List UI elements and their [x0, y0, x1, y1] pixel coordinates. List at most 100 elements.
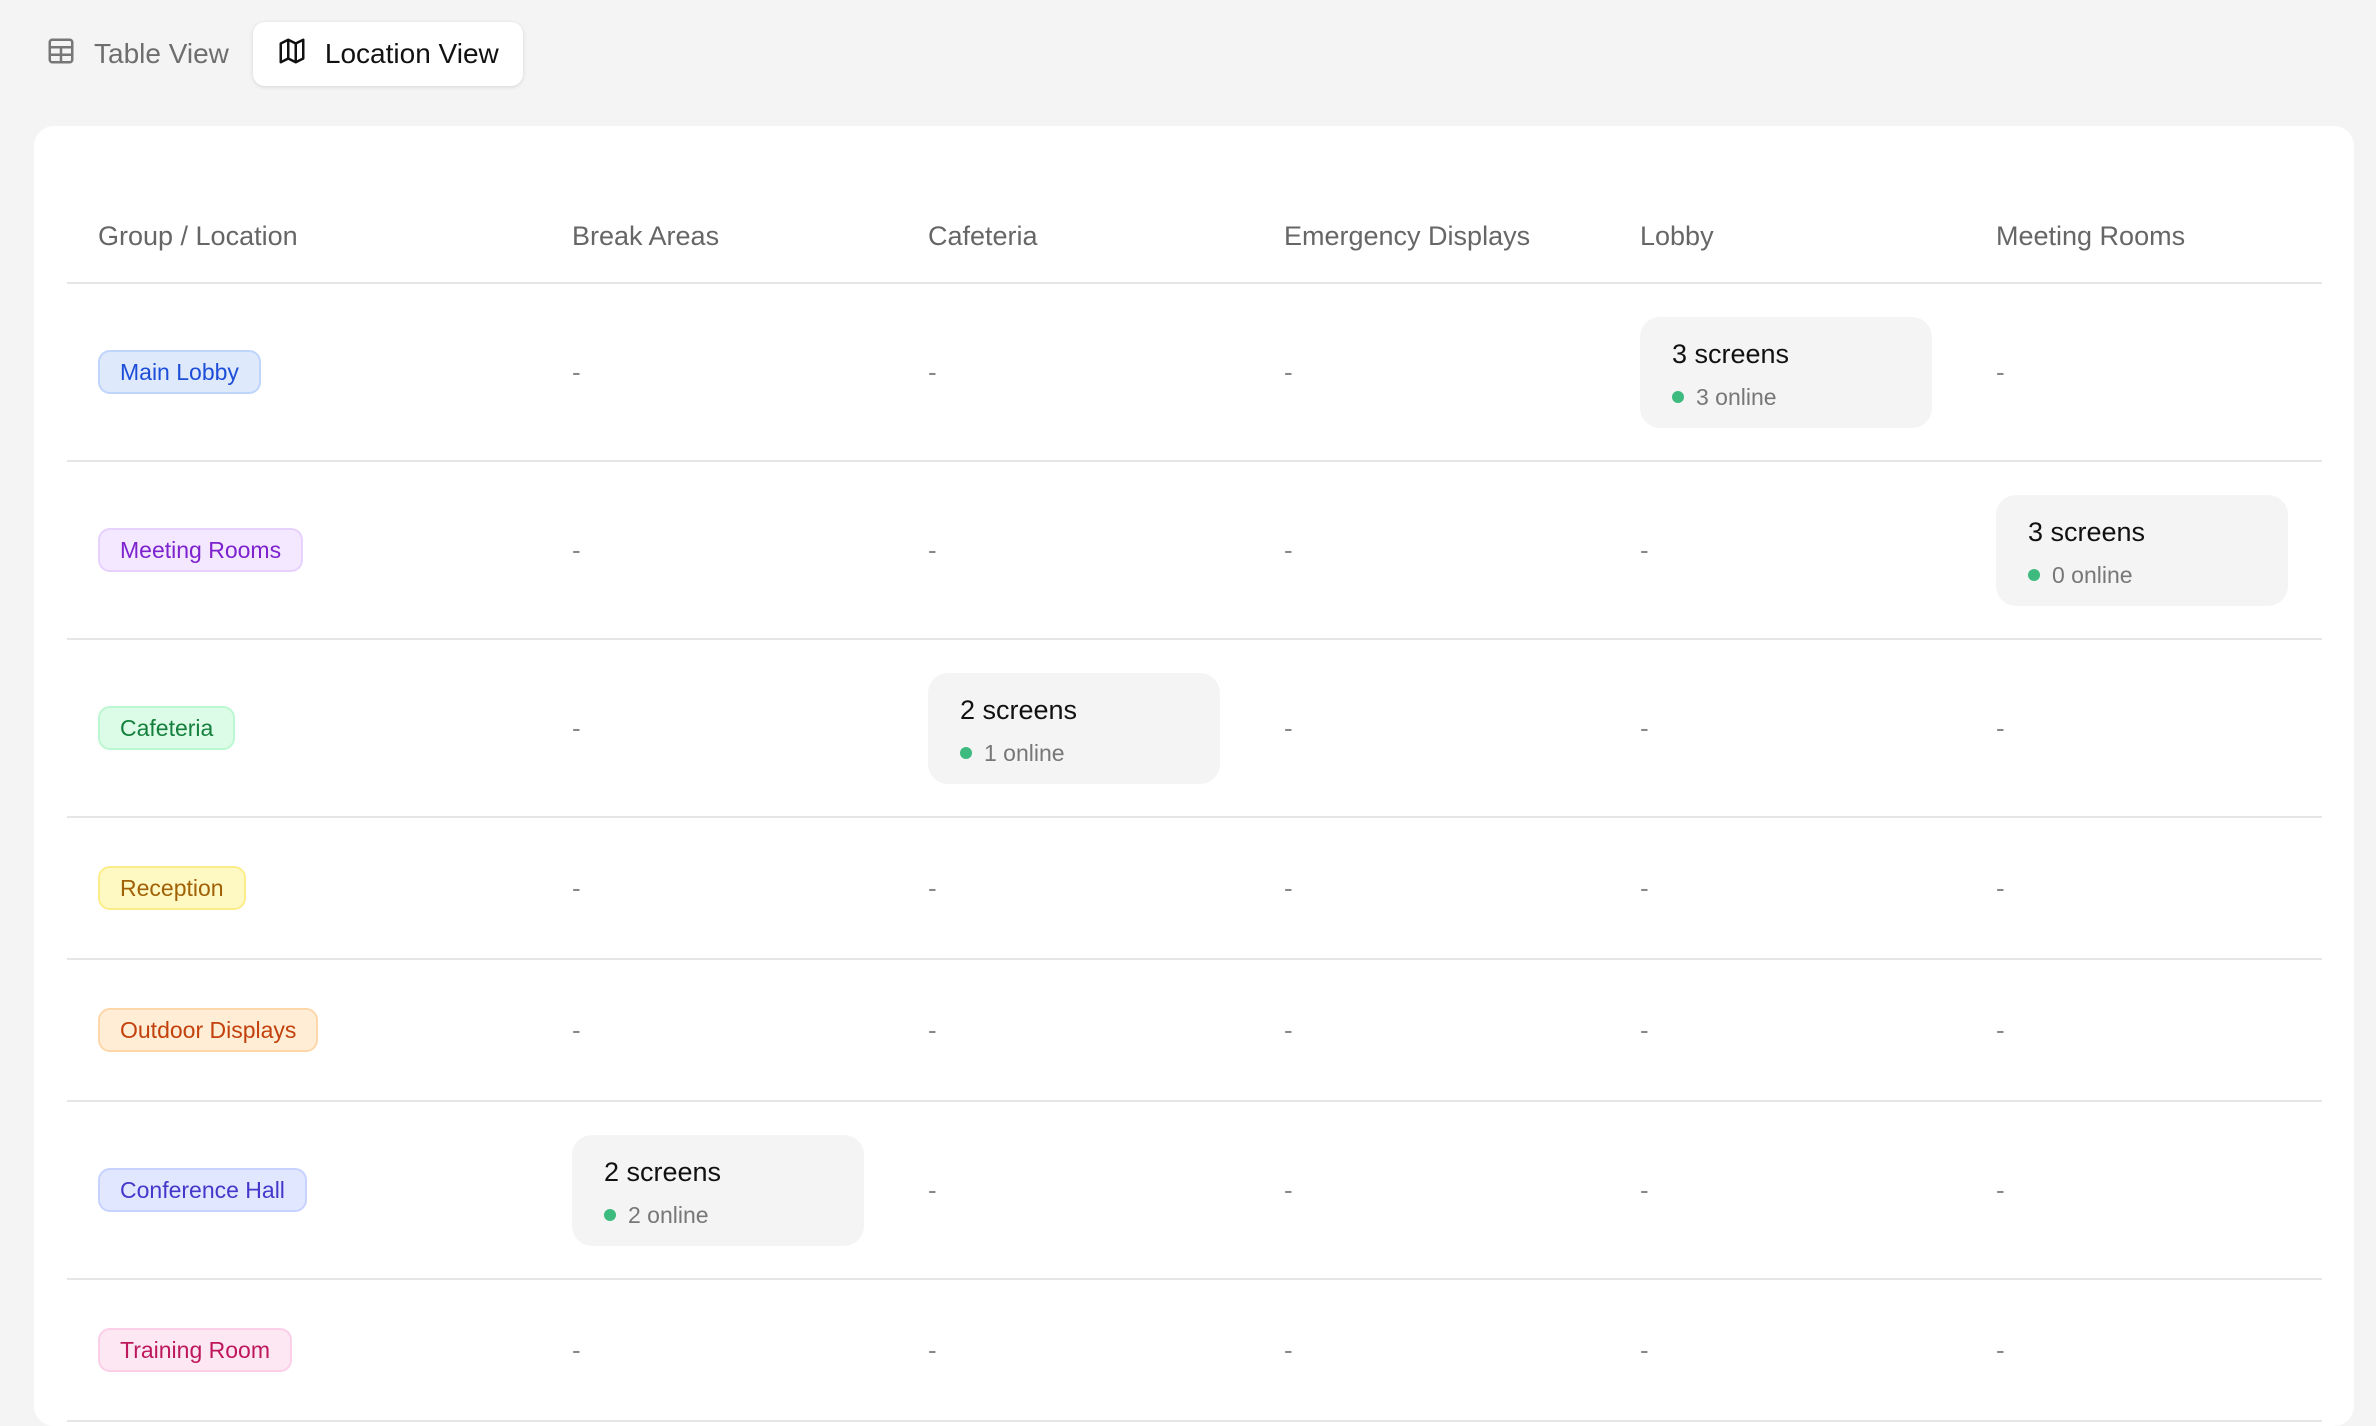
empty-cell: - — [541, 283, 897, 462]
empty-dash: - — [1640, 712, 1649, 743]
group-cell: Training Room — [67, 1279, 541, 1422]
empty-dash: - — [1640, 1174, 1649, 1205]
empty-cell: - — [541, 1279, 897, 1422]
group-cell: Reception — [67, 817, 541, 960]
empty-dash: - — [1996, 712, 2005, 743]
empty-dash: - — [1284, 712, 1293, 743]
empty-cell: - — [1965, 283, 2322, 462]
online-count: 1 online — [984, 739, 1065, 766]
group-cell: Main Lobby — [67, 283, 541, 462]
screens-card[interactable]: 2 screens 1 online — [928, 672, 1220, 784]
group-cell: Conference Hall — [67, 1101, 541, 1280]
empty-cell: - — [897, 959, 1253, 1102]
table-grid-icon — [46, 36, 76, 73]
screen-count: 2 screens — [604, 1156, 722, 1187]
empty-dash: - — [572, 1334, 581, 1365]
empty-cell: - — [897, 1101, 1253, 1280]
empty-cell: - — [897, 283, 1253, 462]
screens-card[interactable]: 3 screens 3 online — [1640, 316, 1932, 428]
empty-dash: - — [572, 1014, 581, 1045]
online-count: 3 online — [1696, 383, 1777, 410]
empty-cell: - — [1253, 817, 1609, 960]
empty-cell: - — [1253, 1279, 1609, 1422]
group-badge[interactable]: Training Room — [98, 1328, 292, 1372]
empty-dash: - — [1284, 872, 1293, 903]
empty-dash: - — [1284, 1014, 1293, 1045]
empty-cell: - — [1609, 639, 1965, 818]
empty-cell: - — [1253, 283, 1609, 462]
location-cell: 2 screens 1 online — [897, 639, 1253, 818]
online-dot-icon — [2028, 569, 2040, 581]
empty-cell: - — [1253, 1101, 1609, 1280]
tab-label: Location View — [324, 38, 499, 69]
screens-card[interactable]: 3 screens 0 online — [1996, 494, 2288, 606]
online-status: 0 online — [2028, 562, 2256, 589]
column-header: Meeting Rooms — [1965, 126, 2322, 284]
group-badge[interactable]: Meeting Rooms — [98, 528, 304, 572]
empty-dash: - — [1640, 1334, 1649, 1365]
empty-cell: - — [1609, 817, 1965, 960]
empty-dash: - — [928, 356, 937, 387]
view-tabs: Table View Location View — [22, 22, 523, 86]
tab-location-view[interactable]: Location View — [252, 22, 523, 86]
empty-cell: - — [541, 959, 897, 1102]
screen-count: 2 screens — [960, 694, 1078, 725]
group-cell: Cafeteria — [67, 639, 541, 818]
empty-dash: - — [572, 872, 581, 903]
empty-cell: - — [1253, 959, 1609, 1102]
group-badge[interactable]: Outdoor Displays — [98, 1008, 319, 1052]
empty-dash: - — [928, 872, 937, 903]
online-dot-icon — [604, 1209, 616, 1221]
empty-dash: - — [928, 1334, 937, 1365]
table-row: Main Lobby - - - 3 screens 3 online - — [67, 283, 2322, 462]
empty-cell: - — [1609, 461, 1965, 640]
empty-dash: - — [572, 534, 581, 565]
column-header: Cafeteria — [897, 126, 1253, 284]
empty-dash: - — [1996, 1334, 2005, 1365]
location-cell: 3 screens 0 online — [1965, 461, 2322, 640]
online-count: 0 online — [2052, 561, 2133, 588]
table-header-row: Group / Location Break Areas Cafeteria Emer… — [67, 126, 2322, 284]
column-header: Break Areas — [541, 126, 897, 284]
empty-dash: - — [1996, 356, 2005, 387]
empty-cell: - — [897, 817, 1253, 960]
empty-dash: - — [928, 1014, 937, 1045]
location-cell: 3 screens 3 online — [1609, 283, 1965, 462]
screen-count: 3 screens — [1672, 338, 1790, 369]
group-cell: Meeting Rooms — [67, 461, 541, 640]
group-badge[interactable]: Reception — [98, 866, 246, 910]
online-dot-icon — [960, 747, 972, 759]
screens-card[interactable]: 2 screens 2 online — [572, 1134, 864, 1246]
empty-cell: - — [1609, 959, 1965, 1102]
location-cell: 2 screens 2 online — [541, 1101, 897, 1280]
empty-cell: - — [1253, 461, 1609, 640]
map-icon — [277, 36, 307, 73]
empty-dash: - — [928, 1174, 937, 1205]
table-row: Conference Hall 2 screens 2 online - - - - — [67, 1101, 2322, 1280]
empty-cell: - — [1965, 959, 2322, 1102]
empty-cell: - — [1253, 639, 1609, 818]
online-status: 1 online — [960, 740, 1188, 767]
group-badge[interactable]: Cafeteria — [98, 706, 236, 750]
group-badge[interactable]: Main Lobby — [98, 350, 261, 394]
online-status: 3 online — [1672, 384, 1900, 411]
empty-cell: - — [1965, 817, 2322, 960]
empty-dash: - — [1640, 1014, 1649, 1045]
table-row: Outdoor Displays - - - - - — [67, 959, 2322, 1102]
empty-cell: - — [897, 1279, 1253, 1422]
empty-dash: - — [1996, 1174, 2005, 1205]
table-row: Training Room - - - - - — [67, 1279, 2322, 1422]
empty-dash: - — [1640, 872, 1649, 903]
empty-dash: - — [1284, 534, 1293, 565]
tab-table-view[interactable]: Table View — [22, 22, 253, 86]
screen-count: 3 screens — [2028, 516, 2146, 547]
empty-dash: - — [572, 356, 581, 387]
column-header: Emergency Displays — [1253, 126, 1609, 284]
location-matrix-card: Group / Location Break Areas Cafeteria Emer… — [34, 126, 2354, 1426]
group-badge[interactable]: Conference Hall — [98, 1168, 307, 1212]
table-row: Reception - - - - - — [67, 817, 2322, 960]
empty-cell: - — [1609, 1101, 1965, 1280]
empty-dash: - — [928, 534, 937, 565]
empty-cell: - — [1965, 639, 2322, 818]
empty-dash: - — [1996, 1014, 2005, 1045]
